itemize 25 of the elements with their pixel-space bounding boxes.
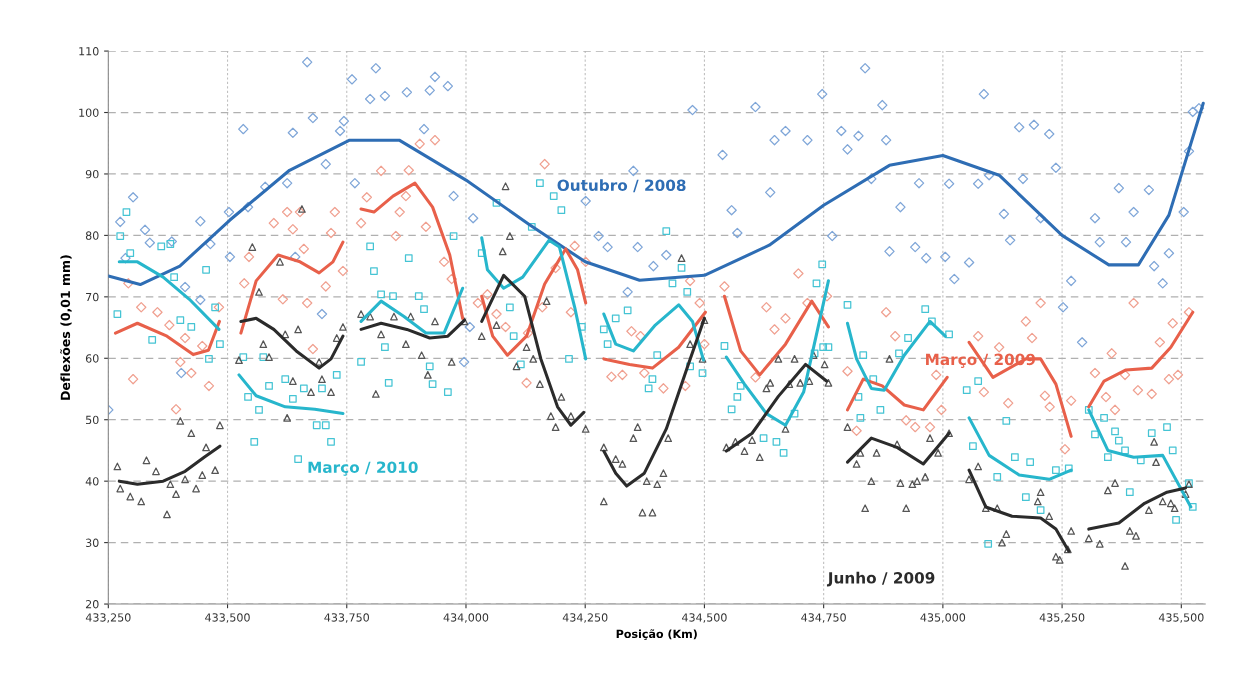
x-tick-label: 434,500 bbox=[682, 613, 727, 623]
x-tick-label: 434,000 bbox=[443, 613, 489, 623]
y-tick-label: 110 bbox=[79, 47, 99, 56]
y-tick-label: 50 bbox=[86, 415, 99, 425]
y-tick-label: 60 bbox=[85, 354, 99, 363]
y-tick-label: 40 bbox=[85, 477, 99, 486]
text: Outubro / 2008 bbox=[557, 179, 686, 193]
x-axis-title: Posição (Km) bbox=[616, 629, 697, 641]
y-tick-label: 100 bbox=[79, 108, 99, 117]
y-tick-label: 80 bbox=[85, 231, 99, 240]
y-axis-title: Deflexões (0,01 mm) bbox=[60, 255, 72, 400]
x-tick-label: 434,750 bbox=[801, 613, 846, 623]
y-tick-label: 90 bbox=[85, 169, 99, 179]
y-tick-label: 20 bbox=[85, 600, 99, 609]
x-tick-label: 435,250 bbox=[1039, 613, 1085, 623]
x-tick-label: 433,750 bbox=[324, 613, 369, 623]
x-tick-label: 435,000 bbox=[920, 613, 966, 623]
x-tick-label: 433,250 bbox=[85, 613, 131, 623]
y-tick-label: 70 bbox=[86, 292, 99, 302]
x-tick-label: 434,250 bbox=[562, 613, 608, 623]
x-tick-label: 433,500 bbox=[205, 613, 250, 623]
y-tick-label: 30 bbox=[86, 538, 99, 547]
text: Junho / 2009 bbox=[826, 571, 935, 587]
x-tick-label: 435,500 bbox=[1158, 613, 1204, 623]
text: Março / 2010 bbox=[308, 461, 418, 476]
